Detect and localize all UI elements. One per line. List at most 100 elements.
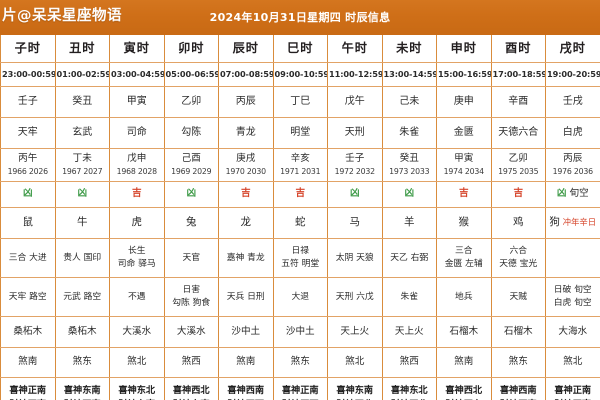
cell-joy-wealth-direction: 喜神正南财神正西 (272, 377, 328, 400)
row-evil-direction: 煞南煞东煞北煞西煞南煞东煞北煞西煞南煞东煞北煞西 (0, 347, 600, 378)
cell-time-range: 13:00-14:59 (381, 62, 437, 87)
cell-nayin-element: 大溪水 (109, 316, 165, 348)
cell-lucky-gods: 三合 大进 (0, 238, 56, 278)
cell-evil-direction: 煞东 (490, 347, 546, 378)
lucky-god-name: 天德 宝光 (499, 259, 538, 269)
cell-unlucky-gods: 不遇 (109, 277, 165, 317)
cell-joy-wealth-direction: 喜神正南财神正南 (0, 377, 56, 400)
cell-shichen: 卯时 (163, 33, 219, 63)
clash-ganzhi: 壬子 (345, 153, 365, 165)
clash-ganzhi: 己酉 (181, 153, 201, 165)
cell-lucky-gods: 长生 司命 驿马 (109, 238, 165, 278)
clash-years: 1971 2031 (280, 167, 321, 177)
cell-ganzhi: 壬戌 (545, 86, 600, 118)
zodiac-animal: 鸡 (513, 216, 524, 229)
cell-unlucky-gods: 元武 路空 (54, 277, 110, 317)
cell-joy-wealth-direction: 喜神东北财神正北 (381, 377, 437, 400)
row-clash: 丙午 1966 2026 丁未 1967 2027 戊申 1968 2028 己酉 1969 … (0, 148, 600, 182)
cell-clash: 壬子 1972 2032 (327, 148, 383, 182)
clash-ganzhi: 癸丑 (399, 153, 419, 165)
unlucky-god-name: 勾陈 狗食 (172, 298, 211, 308)
lucky-god-name: 五符 明堂 (281, 259, 320, 269)
lucky-mark: 吉 (295, 188, 306, 200)
cell-ganzhi: 丙辰 (218, 86, 274, 118)
cell-time-range: 09:00-10:59 (272, 62, 328, 87)
cell-time-range: 17:00-18:59 (490, 62, 546, 87)
cell-evil-direction: 煞西 (163, 347, 219, 378)
unlucky-mark: 凶 (77, 188, 88, 200)
cell-time-range: 07:00-08:59 (218, 62, 274, 87)
cell-lucky-gods: 太阴 天狼 (327, 238, 383, 278)
cell-joy-wealth-direction: 喜神西北财神东南 (163, 377, 219, 400)
cell-duty-god: 白虎 (545, 117, 600, 149)
cell-auspicious-flag: 凶 旬空 (545, 181, 600, 208)
cell-time-range: 01:00-02:59 (54, 62, 110, 87)
cell-clash: 丁未 1967 2027 (54, 148, 110, 182)
cell-clash: 丙午 1966 2026 (0, 148, 56, 182)
clash-years: 1966 2026 (7, 167, 49, 177)
zodiac-animal: 鼠 (22, 216, 34, 229)
cell-evil-direction: 煞东 (54, 347, 110, 378)
clash-ganzhi: 辛亥 (290, 153, 310, 165)
cell-lucky-gods: 嘉神 青龙 (218, 238, 274, 278)
cell-shichen: 巳时 (272, 33, 328, 63)
cell-shichen: 午时 (327, 33, 383, 63)
cell-lucky-gods (545, 238, 600, 278)
cell-zodiac: 牛 (54, 207, 110, 239)
zodiac-animal: 猴 (458, 216, 470, 229)
unlucky-god-name: 白虎 旬空 (553, 298, 592, 308)
cell-duty-god: 玄武 (54, 117, 110, 149)
cell-shichen: 丑时 (54, 33, 110, 63)
lucky-god-name: 天乙 右弼 (390, 252, 429, 263)
cell-auspicious-flag: 凶 (327, 181, 383, 208)
cell-zodiac: 龙 (218, 207, 274, 239)
page-header: 片@呆呆星座物语 2024年10月31日星期四 时辰信息 (0, 0, 600, 33)
joy-god-direction: 喜神东北 (118, 385, 156, 397)
cell-clash: 丙辰 1976 2036 (545, 148, 600, 182)
joy-god-direction: 喜神西南 (227, 385, 265, 397)
unlucky-god-name: 元武 路空 (63, 291, 102, 302)
cell-lucky-gods: 贵人 国印 (54, 238, 110, 278)
clash-years: 1967 2027 (62, 167, 103, 177)
cell-zodiac: 兔 (163, 207, 219, 239)
void-mark: 旬空 (566, 188, 589, 200)
unlucky-mark: 凶 (404, 188, 415, 200)
cell-joy-wealth-direction: 喜神东北财神东南 (109, 377, 165, 400)
cell-nayin-element: 天上火 (381, 316, 437, 348)
cell-zodiac: 猴 (436, 207, 492, 239)
cell-zodiac: 羊 (381, 207, 437, 239)
cell-duty-god: 朱雀 (381, 117, 437, 149)
cell-lucky-gods: 天乙 右弼 (381, 238, 437, 278)
joy-god-direction: 喜神正南 (281, 385, 319, 397)
unlucky-mark: 凶 (349, 188, 360, 200)
unlucky-mark: 凶 (22, 188, 33, 200)
cell-evil-direction: 煞北 (109, 347, 165, 378)
cell-zodiac: 虎 (109, 207, 165, 239)
joy-god-direction: 喜神正南 (9, 385, 47, 397)
zodiac-animal: 兔 (186, 216, 197, 229)
cell-unlucky-gods: 天兵 日刑 (218, 277, 274, 317)
cell-ganzhi: 乙卯 (163, 86, 219, 118)
zodiac-clash-note: 冲年辛日 (559, 217, 597, 228)
cell-zodiac: 鼠 (0, 207, 56, 239)
unlucky-god-name: 不遇 (127, 291, 146, 302)
clash-years: 1976 2036 (552, 167, 594, 177)
cell-nayin-element: 沙中土 (272, 316, 328, 348)
clash-ganzhi: 丙辰 (563, 153, 583, 165)
unlucky-god-name: 天兵 日刑 (226, 291, 265, 302)
cell-evil-direction: 煞南 (218, 347, 274, 378)
joy-god-direction: 喜神正南 (554, 385, 592, 397)
clash-ganzhi: 甲寅 (454, 153, 474, 165)
cell-lucky-gods: 三合 金匮 左辅 (436, 238, 492, 278)
cell-duty-god: 天牢 (0, 117, 56, 149)
cell-duty-god: 天刑 (327, 117, 383, 149)
unlucky-god-name: 天刑 六戊 (335, 291, 374, 302)
clash-ganzhi: 乙卯 (508, 153, 528, 165)
cell-shichen: 戌时 (545, 33, 600, 63)
row-shichen: 子时丑时寅时卯时辰时巳时午时未时申时酉时戌时亥时 (0, 33, 600, 63)
joy-god-direction: 喜神西南 (499, 385, 537, 397)
cell-auspicious-flag: 吉 (272, 181, 328, 208)
cell-time-range: 11:00-12:59 (327, 62, 383, 87)
cell-duty-god: 司命 (109, 117, 165, 149)
